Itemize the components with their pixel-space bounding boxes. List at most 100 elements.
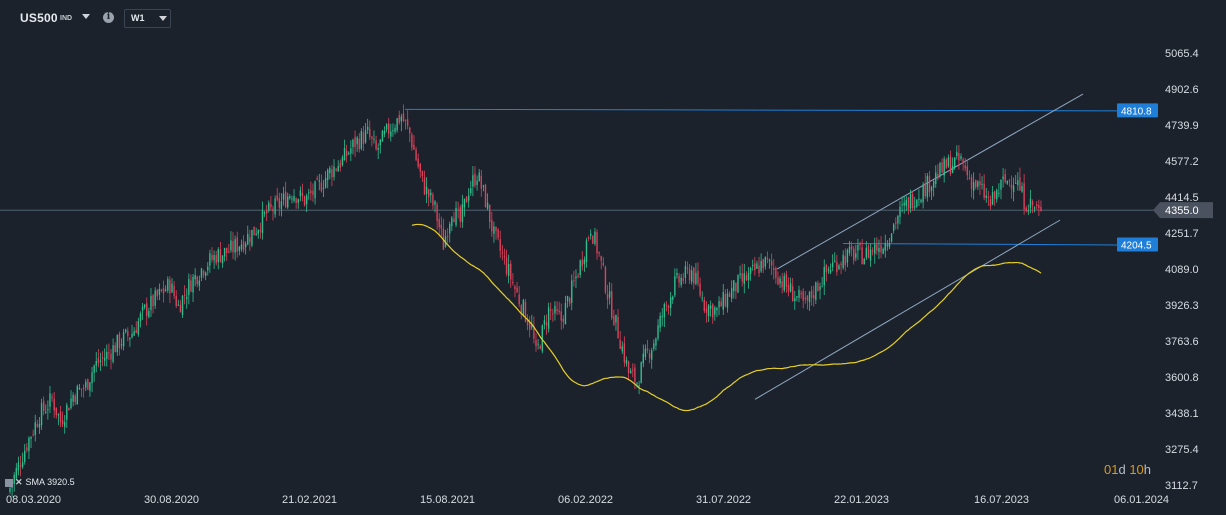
info-icon[interactable]: i xyxy=(103,12,114,23)
candle-body xyxy=(1012,185,1015,192)
candle-body xyxy=(1027,210,1030,212)
candle-body xyxy=(148,310,150,317)
candle-body xyxy=(484,184,487,208)
candle-body xyxy=(156,290,158,297)
candle-body xyxy=(97,357,100,364)
candle-body xyxy=(930,186,933,191)
candle-body xyxy=(293,196,295,201)
candle-body xyxy=(1023,183,1025,210)
candle-body xyxy=(1031,201,1034,206)
candle-body xyxy=(804,298,807,300)
candle-body xyxy=(791,286,794,302)
candle-body xyxy=(943,158,945,176)
candle-body xyxy=(457,208,459,210)
candle-body xyxy=(421,170,424,176)
candle-body xyxy=(787,285,790,292)
symbol-label[interactable]: US500 xyxy=(20,11,58,25)
horizontal-level-line xyxy=(842,242,1119,246)
candle-body xyxy=(827,269,830,271)
candle-body xyxy=(152,295,154,307)
candle-body xyxy=(493,226,495,234)
price-level-label: 4204.5 xyxy=(1121,240,1152,251)
candle-body xyxy=(356,137,358,145)
candle-body xyxy=(74,395,76,403)
candle-body xyxy=(1040,206,1042,212)
x-tick-label: 08.03.2020 xyxy=(6,494,61,506)
candle-body xyxy=(770,260,773,266)
candle-body xyxy=(651,350,653,360)
candle-body xyxy=(789,283,792,292)
candle-body xyxy=(215,255,217,264)
candle-body xyxy=(478,172,480,181)
candle-body xyxy=(897,216,899,224)
candle-body xyxy=(924,182,926,197)
candle-body xyxy=(865,247,868,258)
candle-body xyxy=(699,283,701,296)
candle-body xyxy=(587,237,590,239)
candle-body xyxy=(594,231,596,244)
candle-body xyxy=(676,273,678,276)
candle-body xyxy=(303,196,306,206)
candle-body xyxy=(461,204,464,223)
candle-body xyxy=(909,194,912,209)
candle-body xyxy=(777,277,779,285)
candle-body xyxy=(905,200,908,206)
candle-body xyxy=(70,398,72,409)
candle-body xyxy=(596,232,598,254)
candle-body xyxy=(674,276,676,296)
candle-body xyxy=(409,127,411,134)
candle-body xyxy=(825,265,828,273)
candle-body xyxy=(846,249,849,263)
candle-body xyxy=(874,244,876,254)
candle-body xyxy=(236,237,238,252)
y-tick-label: 4089.0 xyxy=(1165,264,1199,276)
candle-body xyxy=(230,240,232,251)
y-tick-label: 4902.6 xyxy=(1165,84,1199,96)
candle-body xyxy=(598,252,600,254)
candle-body xyxy=(398,115,400,123)
candle-body xyxy=(888,242,891,247)
chevron-down-icon[interactable] xyxy=(82,14,90,19)
candle-body xyxy=(343,148,346,161)
candle-body xyxy=(520,305,522,315)
candle-body xyxy=(436,204,438,221)
candle-body xyxy=(682,278,684,281)
candle-body xyxy=(638,385,640,387)
candle-body xyxy=(928,176,931,193)
candle-body xyxy=(806,296,809,301)
current-price-label: 4355.0 xyxy=(1165,205,1199,217)
y-tick-label: 4577.2 xyxy=(1165,156,1199,168)
candle-body xyxy=(794,298,796,302)
candle-body xyxy=(217,249,219,263)
candle-body xyxy=(781,281,783,288)
candle-body xyxy=(577,275,579,278)
candle-body xyxy=(268,202,270,211)
candle-body xyxy=(741,273,743,282)
candle-body xyxy=(857,244,859,251)
candle-body xyxy=(76,386,79,405)
candle-body xyxy=(474,173,476,186)
close-icon[interactable]: ✕ xyxy=(15,477,23,487)
candle-body xyxy=(171,283,173,293)
candle-body xyxy=(728,293,731,297)
candle-body xyxy=(590,233,592,236)
candle-body xyxy=(617,316,619,339)
candle-body xyxy=(263,212,266,214)
candle-body xyxy=(257,230,259,234)
candle-body xyxy=(892,224,895,231)
timeframe-select[interactable]: W1 xyxy=(124,9,171,28)
candle-body xyxy=(219,249,222,262)
candle-body xyxy=(9,488,11,492)
candle-body xyxy=(926,175,929,198)
candle-body xyxy=(406,119,409,126)
x-tick-label: 16.07.2023 xyxy=(974,494,1029,506)
candle-body xyxy=(566,296,569,302)
y-tick-label: 4414.5 xyxy=(1165,192,1199,204)
chevron-down-icon[interactable] xyxy=(159,16,167,21)
candle-body xyxy=(137,321,140,335)
candle-body xyxy=(602,262,605,265)
indicator-settings-icon[interactable] xyxy=(5,478,13,487)
candle-body xyxy=(255,233,257,235)
candle-body xyxy=(432,194,434,206)
